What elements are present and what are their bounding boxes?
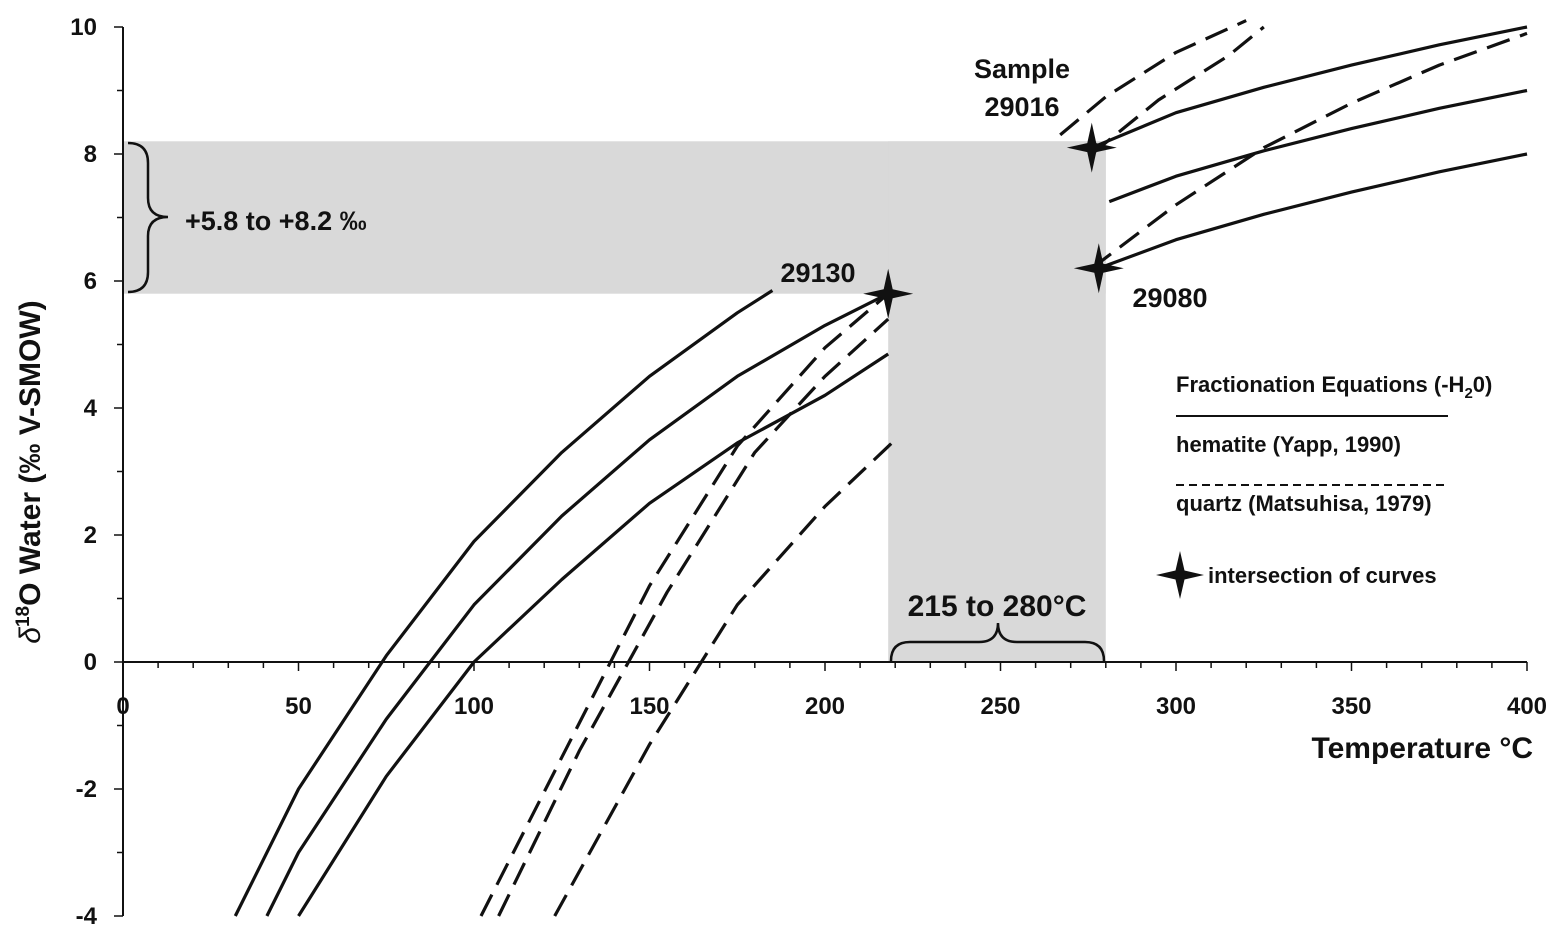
y-tick-label: 10 (70, 14, 97, 41)
intersection-label-29080: 29080 (1132, 283, 1207, 313)
intersection-markers (863, 122, 1124, 319)
y-range-brace (127, 141, 169, 294)
hematite-curve-0 (233, 289, 774, 917)
hematite-curve-4 (1108, 88, 1528, 204)
y-axis-title: δ18O Water (‰ V-SMOW) (13, 300, 47, 643)
hematite-curve-1 (265, 292, 889, 917)
quartz-curve-10 (1090, 25, 1265, 156)
legend-title: Fractionation Equations (-H20) (1176, 372, 1492, 402)
x-tick-label: 0 (116, 693, 129, 720)
quartz-curve-11 (1090, 31, 1528, 270)
x-tick-label: 300 (1156, 693, 1196, 720)
x-tick-label: 350 (1331, 693, 1371, 720)
shaded-region-1 (888, 141, 1106, 663)
quartz-curve-9 (1059, 19, 1247, 137)
y-range-annotation: +5.8 to +8.2 ‰ (185, 206, 367, 236)
legend-title-subscript: 2 (1464, 385, 1472, 402)
x-tick-label: 400 (1507, 693, 1547, 720)
y-axis-title-delta: δ (14, 627, 47, 644)
hematite-curve-3 (1091, 25, 1528, 150)
y-tick-label: -2 (76, 776, 97, 803)
y-tick-label: 6 (84, 268, 97, 295)
legend-star-icon (1156, 551, 1204, 599)
x-tick-label: 50 (285, 693, 312, 720)
intersection-marker-29130 (863, 268, 914, 319)
sample-prefix-label: Sample (974, 54, 1070, 84)
quartz-curve-8 (553, 438, 897, 917)
x-range-annotation: 215 to 280°C (908, 590, 1087, 623)
axes: 0 50 100 150 200 250 300 350 400 -4 -2 0 2 4 6 8 10 (70, 14, 1547, 930)
intersection-marker-29016 (1066, 122, 1117, 173)
y-tick-label: 2 (84, 522, 97, 549)
x-tick-label: 250 (980, 693, 1020, 720)
x-tick-label: 100 (454, 693, 494, 720)
y-tick-label: -4 (76, 903, 98, 930)
y-tick-label: 4 (84, 395, 98, 422)
x-range-brace (889, 622, 1106, 662)
intersection-label-29016: 29016 (984, 92, 1059, 122)
hematite-curve-2 (297, 352, 890, 917)
x-tick-label: 200 (805, 693, 845, 720)
x-axis-title: Temperature °C (1312, 732, 1534, 765)
legend-hematite-label: hematite (Yapp, 1990) (1176, 432, 1401, 457)
intersection-marker-29080 (1073, 243, 1124, 294)
y-tick-label: 8 (84, 141, 97, 168)
y-axis-title-rest: O Water (‰ V-SMOW) (14, 300, 47, 606)
y-axis-title-superscript: 18 (13, 606, 34, 627)
legend: Fractionation Equations (-H20) hematite … (1156, 372, 1492, 599)
quartz-curve-7 (497, 317, 890, 917)
y-tick-label: 0 (84, 649, 97, 676)
intersection-label-29130: 29130 (780, 258, 855, 288)
legend-intersection-label: intersection of curves (1208, 563, 1437, 588)
hematite-curve-5 (1098, 152, 1528, 270)
legend-title-prefix: Fractionation Equations (-H (1176, 372, 1464, 397)
legend-quartz-label: quartz (Matsuhisa, 1979) (1176, 491, 1432, 516)
curves (233, 19, 1528, 917)
legend-star-shape (1156, 551, 1204, 599)
shaded-regions (123, 141, 1106, 663)
x-tick-label: 150 (629, 693, 669, 720)
quartz-curve-6 (479, 292, 890, 917)
legend-title-suffix: 0) (1473, 372, 1493, 397)
